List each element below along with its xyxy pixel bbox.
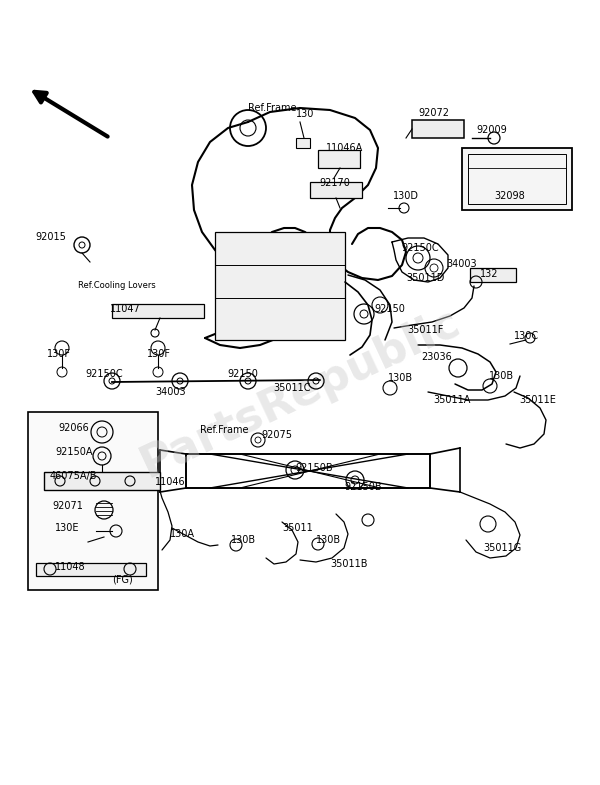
Text: 92009: 92009 [476,125,507,135]
Text: 11046A: 11046A [326,143,363,153]
Bar [44,472,160,490]
Text: 46075A/B: 46075A/B [50,471,97,481]
Bar [470,268,516,282]
Text: 130B: 130B [316,535,341,545]
Text: Ref.Frame: Ref.Frame [200,425,248,435]
Text: 92075: 92075 [261,430,292,440]
Text: 23036: 23036 [421,352,452,362]
Bar [318,150,360,168]
Text: 92015: 92015 [35,232,66,242]
Text: 92150C: 92150C [85,369,122,379]
Text: 130F: 130F [47,349,71,359]
Text: 130B: 130B [231,535,256,545]
Bar [462,148,572,210]
Text: Ref.Cooling Lovers: Ref.Cooling Lovers [78,280,156,290]
Bar [412,120,464,138]
Text: 130: 130 [296,109,314,119]
Bar [112,304,204,318]
Bar [296,138,310,148]
Text: 92150B: 92150B [295,463,332,473]
Text: 32098: 32098 [494,191,525,201]
Text: 92150B: 92150B [344,482,382,492]
Text: 34003: 34003 [446,259,476,269]
Text: 11047: 11047 [110,304,141,314]
Text: 130B: 130B [489,371,514,381]
Text: 130C: 130C [514,331,539,341]
Text: 35011C: 35011C [273,383,311,393]
Text: 35011A: 35011A [433,395,470,405]
Text: 92150A: 92150A [55,447,92,457]
Text: 130B: 130B [388,373,413,383]
Text: 34003: 34003 [155,387,185,397]
Bar [36,563,146,576]
Text: 35011G: 35011G [483,543,521,553]
Text: 92066: 92066 [58,423,89,433]
Text: 35011F: 35011F [407,325,443,335]
Bar [468,154,566,204]
Text: 92072: 92072 [418,108,449,118]
Text: PartsRepublic: PartsRepublic [133,300,467,485]
Text: 35011B: 35011B [330,559,367,569]
Text: Ref.Frame: Ref.Frame [248,103,296,113]
Text: 130F: 130F [147,349,171,359]
Text: 92150: 92150 [227,369,258,379]
Text: 92170: 92170 [319,178,350,188]
Text: 130E: 130E [55,523,79,533]
Text: 92071: 92071 [52,501,83,511]
Text: (FG): (FG) [112,575,133,585]
Text: 11046: 11046 [155,477,185,487]
Bar [215,232,345,340]
Text: 92150: 92150 [374,304,405,314]
Text: 35011E: 35011E [519,395,556,405]
Text: 130A: 130A [170,529,195,539]
Text: 35011D: 35011D [406,273,445,283]
Text: 11048: 11048 [55,562,86,572]
Text: 35011: 35011 [282,523,313,533]
Bar [28,412,158,590]
Text: 92150C: 92150C [401,243,439,253]
Text: 130D: 130D [393,191,419,201]
Text: 132: 132 [480,269,499,279]
Bar [310,182,362,198]
